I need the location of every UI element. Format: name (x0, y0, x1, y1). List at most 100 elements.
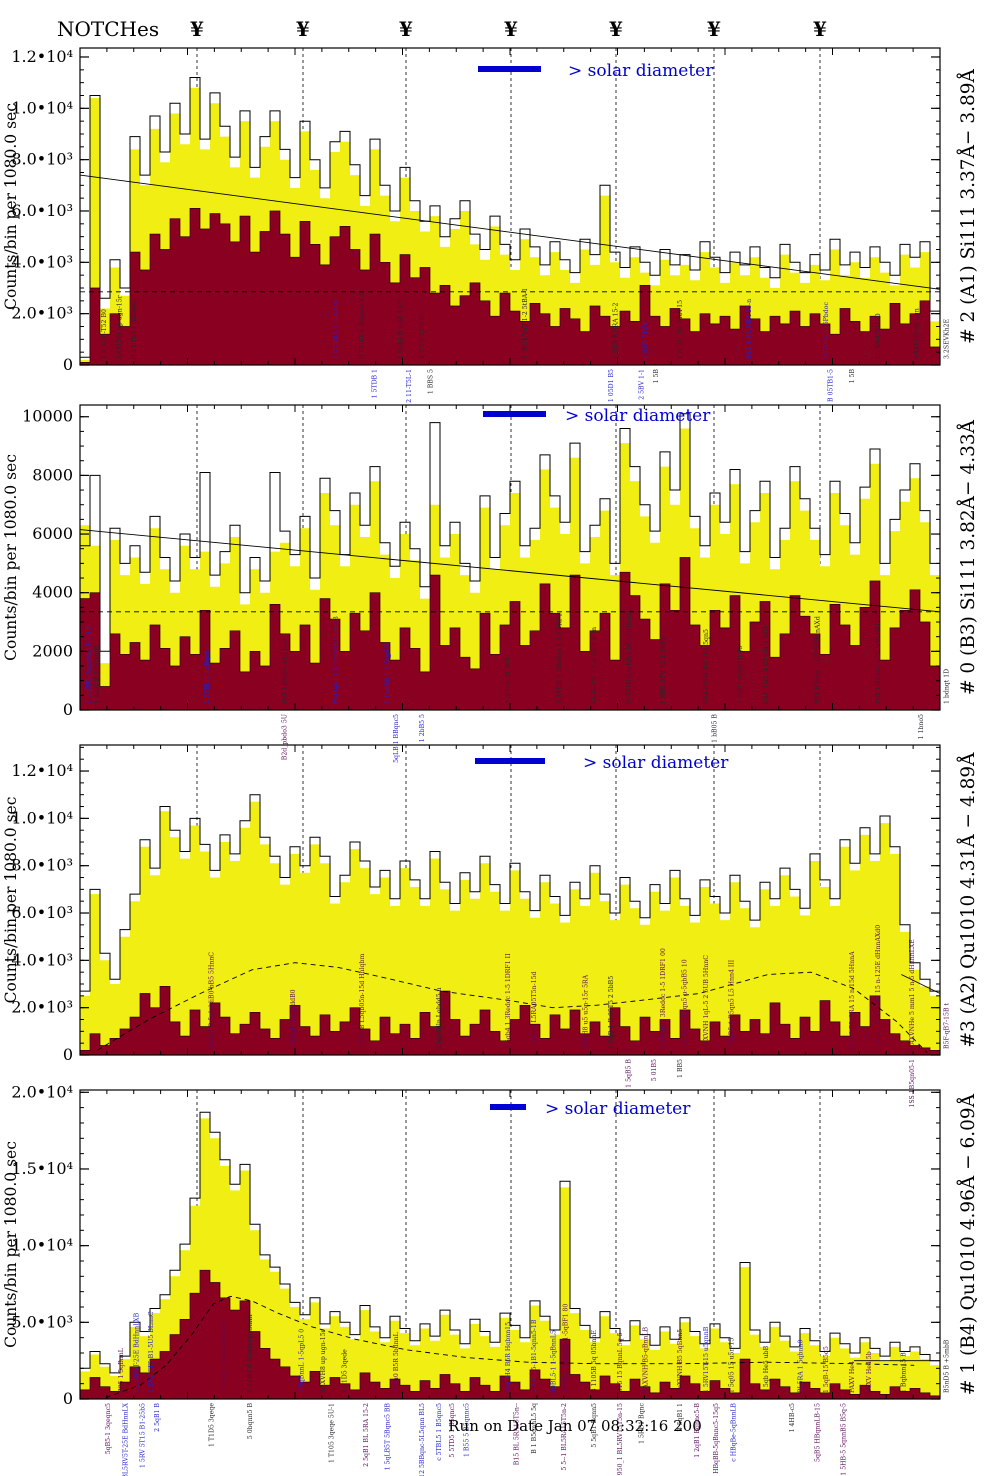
flare-annotation: 5 01B5 (651, 1059, 658, 1081)
flare-annotation: B 5qB1 1 (677, 1403, 684, 1432)
solar-diameter-legend-label: > solar diameter (565, 406, 711, 426)
flare-annotation: 1 q05-13B 5bB (505, 657, 512, 704)
flare-annotation: 1 0549 B SRA 15-7 (398, 300, 405, 359)
trend-line (79, 174, 941, 290)
yellow-histogram-path (80, 801, 940, 1055)
flare-annotation: 1 5qB5-1 B5qn5 L5 Hnn4 III (729, 959, 736, 1049)
y-axis-title: Counts/bin per 1080.0 sec (2, 454, 20, 661)
flare-annotation: 12 5BBqnc-5L5qnn BL5 (419, 1403, 426, 1476)
flare-annotation: B15 15 BqnnL 5q 5 (617, 1332, 624, 1393)
notch-icon: ¥ (609, 17, 623, 41)
y-tick-label: 0 (63, 700, 73, 719)
flare-annotation: SAXVNHe B5-1B1-5qn5 (703, 629, 710, 704)
flare-annotation: PAX Hbnlp-- u25 5dHnnAXd (815, 616, 822, 704)
flare-annotation: 1 -BU4 VuT 1-2 5tBA-1 (522, 288, 529, 359)
darkred-histogram-path (79, 557, 941, 711)
y-tick-label: 1.0•10⁴ (11, 808, 73, 827)
y-tick-label: 8.0•10³ (11, 856, 73, 875)
flare-annotation: 50BL5-1 1-5qBnnL5 (551, 1330, 558, 1393)
flare-annotation: 1 4HB-c5 (789, 1403, 796, 1432)
flare-annotation: 1 5B (653, 369, 660, 384)
flare-annotation: BL SRA 05170 (875, 313, 882, 359)
flare-annotation: ASAVNH 7 1-2 5UB 5Hn (591, 627, 598, 705)
flare-annotation: 1 B55 5 B5qnnc5 (464, 1403, 471, 1457)
darkred-histogram-path (79, 986, 941, 1056)
flare-annotation: SAXVH8 up ugn (914, 308, 921, 359)
flare-annotation: B 1 B5qnnL5 5q (531, 1403, 538, 1454)
flare-annotation: 5n0u0 B5R 5bdnnL (393, 1332, 400, 1393)
solar-diameter-bar-icon (490, 1104, 526, 1110)
flare-annotation: SAXVNHe 5 mm1 5 n-5 dHnnnLXE (909, 939, 916, 1049)
trend-line (901, 974, 941, 994)
y-tick-label: 1.2•10⁴ (11, 47, 73, 66)
y-tick-label: 1.2•10⁴ (11, 761, 73, 780)
y-tick-label: 10000 (22, 407, 73, 426)
flare-annotation: 1 5qLB5T 5Bqnc5 BB (385, 1403, 392, 1471)
flare-annotation: PAXV He4 (849, 1361, 856, 1393)
y-tick-label: 4000 (32, 583, 73, 602)
flare-annotation: 2 5qB1 BL 5RA 15-2 (363, 1403, 370, 1467)
flare-annotation: 1 5qB5 B (625, 1059, 632, 1088)
y-tick-label: 6000 (32, 524, 73, 543)
flare-annotation: SAXVH8 up ugn-15r (320, 1329, 327, 1393)
flare-annotation: L5qb4dln Lqbdd5 u (436, 987, 443, 1049)
flare-annotation: PAX Hbnbe-- u25 bdo H4U50 (875, 613, 882, 704)
flare-annotation: 5 5qB1 Bqnn5 (591, 1403, 598, 1448)
notches-label: NOTCHes (57, 17, 160, 41)
panel-2: 0 2000 4000 6000 8000 10000 > solar diameter 2 … (2, 404, 979, 763)
flare-annotation: 2 11-T5L-1 (406, 369, 413, 403)
flare-annotation: 1 4dr5 B 5RVnddB (94, 645, 101, 704)
notch-icon: ¥ (190, 17, 204, 41)
flare-annotation: 1 2Hq5 5 n5qddB0-bB5 (221, 1319, 228, 1393)
flare-annotation: 1 2bB5 5 (419, 714, 426, 742)
flare-annotation: S 5TDB-1 3Redoc 1-5 1DRF1 (557, 613, 564, 704)
panel-frame (79, 744, 941, 1056)
solar-diameter-legend-label: > solar diameter (583, 753, 729, 773)
darkred-histogram-path (79, 208, 941, 366)
y-tick-label: 6.0•10³ (11, 903, 73, 922)
flare-annotation: 5105b-1 3qedqe 1-5qBF1 80 (563, 1304, 570, 1393)
outline-histogram-path (79, 1111, 941, 1399)
flare-annotation: 1 5HB-5 5qnnB5 B5q-5 (840, 1403, 847, 1476)
flare-annotation: 5cqTH4 B5R Hqbnn15 (505, 1322, 512, 1393)
trend-line (79, 529, 941, 613)
flare-annotation: 5qLB 1 BBqnc5 (393, 714, 400, 763)
notch-icon: ¥ (504, 17, 518, 41)
flare-annotation: 1 5TDB 1 (372, 369, 379, 398)
flare-annotation: 1 Bqbnn15 B (901, 1352, 908, 1393)
flare-annotation: 1 +05F 1 B5qn5 u-5qbB5 10 (681, 959, 688, 1049)
channel-label: #3 (A2) Qu1010 4.31Å − 4.89Å (957, 752, 979, 1048)
y-tick-label: 1.5•10⁴ (11, 1159, 73, 1178)
flare-annotation: BcXV He4 5b (866, 1351, 873, 1393)
flare-annotation: 1 5B (849, 369, 856, 384)
flare-annotation: 2 5qB91 3nqqbnc 1-5 1B (85, 626, 92, 704)
y-tick-label: 4.0•10³ (11, 252, 73, 271)
flare-annotation: SXVH8 u5 u5n-15r 5RA (582, 974, 589, 1049)
flare-annotation: PuLtqb13_1 5mbcB 5BpnL3 (333, 616, 340, 704)
flare-annotation: 5 5--1 BL5RA15T5n-2 (561, 1403, 568, 1471)
outline-histogram-path (79, 413, 941, 710)
y-tick-label: 2000 (32, 641, 73, 660)
y-tick-label: 4.0•10³ (11, 950, 73, 969)
flare-annotation: 1 5RB1 Bqnc (638, 1402, 645, 1443)
solar-diameter-legend-label: > solar diameter (545, 1099, 691, 1119)
flare-annotation: 1 5q05 15 u5n-15 (729, 1338, 736, 1393)
flare-annotation: 1 5qb4 1 3Redoc 1-5 1DRF1 II (505, 953, 512, 1049)
flare-annotation: 1 SBS 5TV 05 2 5bB5 (660, 636, 667, 704)
y-tick-label: 0 (63, 1045, 73, 1064)
y-tick-label: 0 (63, 1389, 73, 1408)
y-tick-label: 2.0•10³ (11, 304, 73, 323)
flare-annotation: 5 0bqnn5 B (247, 1403, 254, 1440)
flare-annotation: 5n0u0 B 5qbddiB0-bB5 5HnnC (208, 952, 215, 1049)
darkred-histogram-path (79, 1269, 941, 1400)
flare-annotation: 1 T1D5 3qeqe (208, 1403, 215, 1447)
flare-annotation: S 5TDB-1 3Redoc 1-5 (359, 292, 366, 359)
flare-annotation: S 5TDB-1 3Redoc 1-5 1DRF1 00 (660, 948, 667, 1049)
flare-annotation: 5qB5-1 3qeqnc5 (105, 1403, 112, 1454)
flare-annotation: B2d_pbdo3 5U (281, 714, 288, 760)
flare-annotation: 1 u0F-B L5RA05T5n-15d (531, 971, 538, 1049)
flare-annotation: 1SS 1B5qn05-1 (909, 1059, 916, 1108)
flare-annotation: B 51DB3 1 3Redoc (131, 299, 138, 359)
solar-diameter-bar-icon (483, 411, 546, 417)
